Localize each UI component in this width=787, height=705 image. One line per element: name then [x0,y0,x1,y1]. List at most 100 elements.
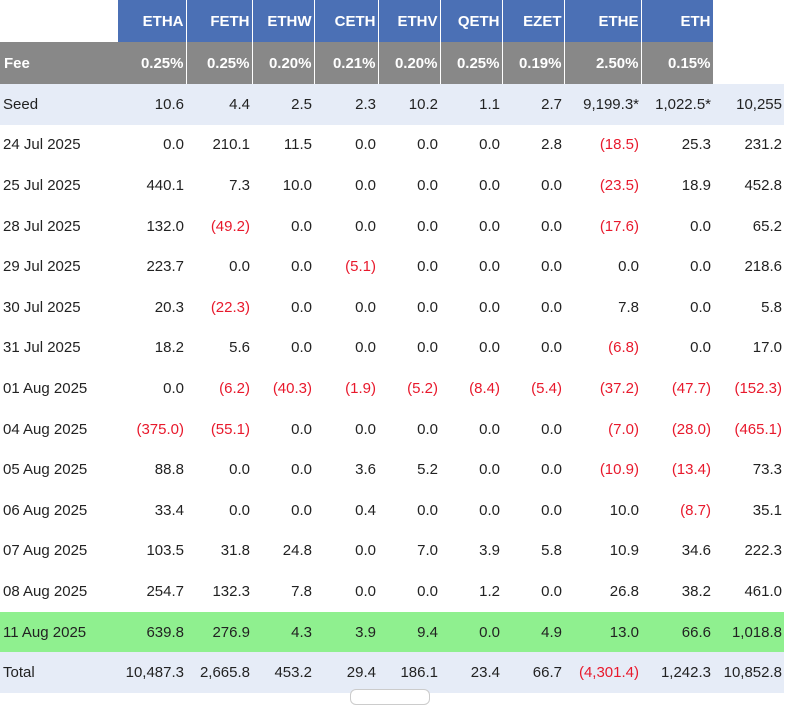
table-cell: 639.8 [118,611,186,653]
row-date: 31 Jul 2025 [3,339,81,357]
fee-total [713,42,784,84]
table-cell: 0.4 [355,501,376,519]
table-cell: 0.0 [479,461,500,479]
table-cell: 10.0 [609,501,639,519]
etf-flows-table: ETHA FETH ETHW CETH ETHV QETH EZET ETHE … [0,0,784,693]
table-cell: 0.0 [690,298,711,316]
table-cell: 440.1 [146,176,184,194]
table-cell: 3.9 [479,542,500,560]
table-cell: 73.3 [752,461,782,479]
table-cell: (7.0) [608,420,639,438]
table-row: 31 Jul 2025 18.2 5.6 0.0 0.0 0.0 0.0 0.0 (6.8) 0.… [0,328,784,369]
fee-label: Fee [0,42,118,84]
table-cell: 23.4 [440,652,502,693]
row-date: 05 Aug 2025 [3,461,88,479]
table-cell: 2.3 [314,84,378,125]
col-header: QETH [440,0,503,42]
table-row: 24 Jul 2025 0.0 210.1 11.5 0.0 0.0 0.0 2.8 (18.5… [0,125,784,166]
table-cell: 0.0 [417,582,438,600]
table-cell: 7.8 [618,298,639,316]
table-cell: (40.3) [272,379,312,397]
table-cell: 29.4 [314,652,378,693]
table-cell: 132.3 [212,582,250,600]
table-cell: 10.2 [378,84,440,125]
table-cell: (22.3) [210,298,250,316]
table-cell: (49.2) [210,217,250,235]
table-cell: (37.2) [599,379,639,397]
table-cell: 0.0 [417,258,438,276]
table-cell: 0.0 [690,217,711,235]
table-cell: 66.6 [641,611,713,653]
row-date: Total [0,652,118,693]
table-row: 01 Aug 2025 0.0 (6.2) (40.3) (1.9) (5.2) (8.4)… [0,368,784,409]
table-cell: 0.0 [229,258,250,276]
table-cell: (10.9) [599,461,639,479]
table-cell: 0.0 [690,339,711,357]
table-cell: 26.8 [609,582,639,600]
table-cell: 0.0 [479,217,500,235]
table-cell: 2.8 [541,136,562,154]
table-cell: 5.8 [761,298,782,316]
table-cell: 186.1 [378,652,440,693]
table-row: 06 Aug 2025 33.4 0.0 0.0 0.4 0.0 0.0 0.0 10.0 (8.… [0,490,784,531]
table-cell: 25.3 [681,136,711,154]
table-cell: 0.0 [291,501,312,519]
table-cell: (23.5) [599,176,639,194]
col-header: ETH [641,0,714,42]
ticker-header-row: ETHA FETH ETHW CETH ETHV QETH EZET ETHE … [0,0,784,42]
table-row: 25 Jul 2025 440.1 7.3 10.0 0.0 0.0 0.0 0.0 (23.5… [0,165,784,206]
table-cell: 0.0 [355,420,376,438]
table-cell: 10.0 [282,176,312,194]
table-cell: 0.0 [163,136,184,154]
row-date: 24 Jul 2025 [3,136,81,154]
table-cell: 0.0 [479,136,500,154]
fee-value: 0.25% [440,42,503,84]
table-cell: 9,199.3* [564,84,641,125]
table-cell: 0.0 [291,420,312,438]
table-cell: 0.0 [541,582,562,600]
table-cell: 0.0 [541,501,562,519]
fee-value: 0.21% [314,42,379,84]
table-cell: 65.2 [752,217,782,235]
table-cell: 34.6 [681,542,711,560]
table-cell: 13.0 [564,611,641,653]
table-cell: 0.0 [229,461,250,479]
row-date: 11 Aug 2025 [0,611,118,653]
table-row: Seed 10.6 4.4 2.5 2.3 10.2 1.1 2.7 9,199.3* 1,022… [0,84,784,125]
row-date: 25 Jul 2025 [3,176,81,194]
table-cell: 1,018.8 [713,611,784,653]
table-cell: 0.0 [690,258,711,276]
table-cell: 218.6 [744,258,782,276]
table-cell: 2.7 [502,84,564,125]
table-row: 04 Aug 2025 (375.0) (55.1) 0.0 0.0 0.0 0.0 0.0 (… [0,409,784,450]
table-cell: 20.3 [154,298,184,316]
table-cell: 0.0 [541,298,562,316]
table-cell: 0.0 [541,176,562,194]
table-cell: 17.0 [752,339,782,357]
col-header: FETH [186,0,253,42]
table-cell: 31.8 [220,542,250,560]
table-cell: 0.0 [355,176,376,194]
table-cell: (6.8) [608,339,639,357]
table-cell: 452.8 [744,176,782,194]
horizontal-scrollbar[interactable] [350,689,430,705]
table-cell: 0.0 [291,298,312,316]
table-cell: 3.6 [355,461,376,479]
table-cell: 0.0 [355,542,376,560]
table-cell: 0.0 [291,339,312,357]
table-cell: 231.2 [744,136,782,154]
table-cell: (5.1) [345,258,376,276]
table-cell: 210.1 [212,136,250,154]
col-header-total [713,0,784,42]
fee-value: 0.25% [186,42,253,84]
table-cell: 0.0 [417,339,438,357]
table-cell: 11.5 [283,136,312,154]
table-cell: (18.5) [599,136,639,154]
table-cell: (47.7) [671,379,711,397]
table-cell: 0.0 [541,339,562,357]
table-cell: 0.0 [229,501,250,519]
table-cell: 0.0 [417,420,438,438]
table-cell: 2,665.8 [186,652,252,693]
table-cell: 0.0 [163,379,184,397]
fee-value: 0.19% [502,42,565,84]
